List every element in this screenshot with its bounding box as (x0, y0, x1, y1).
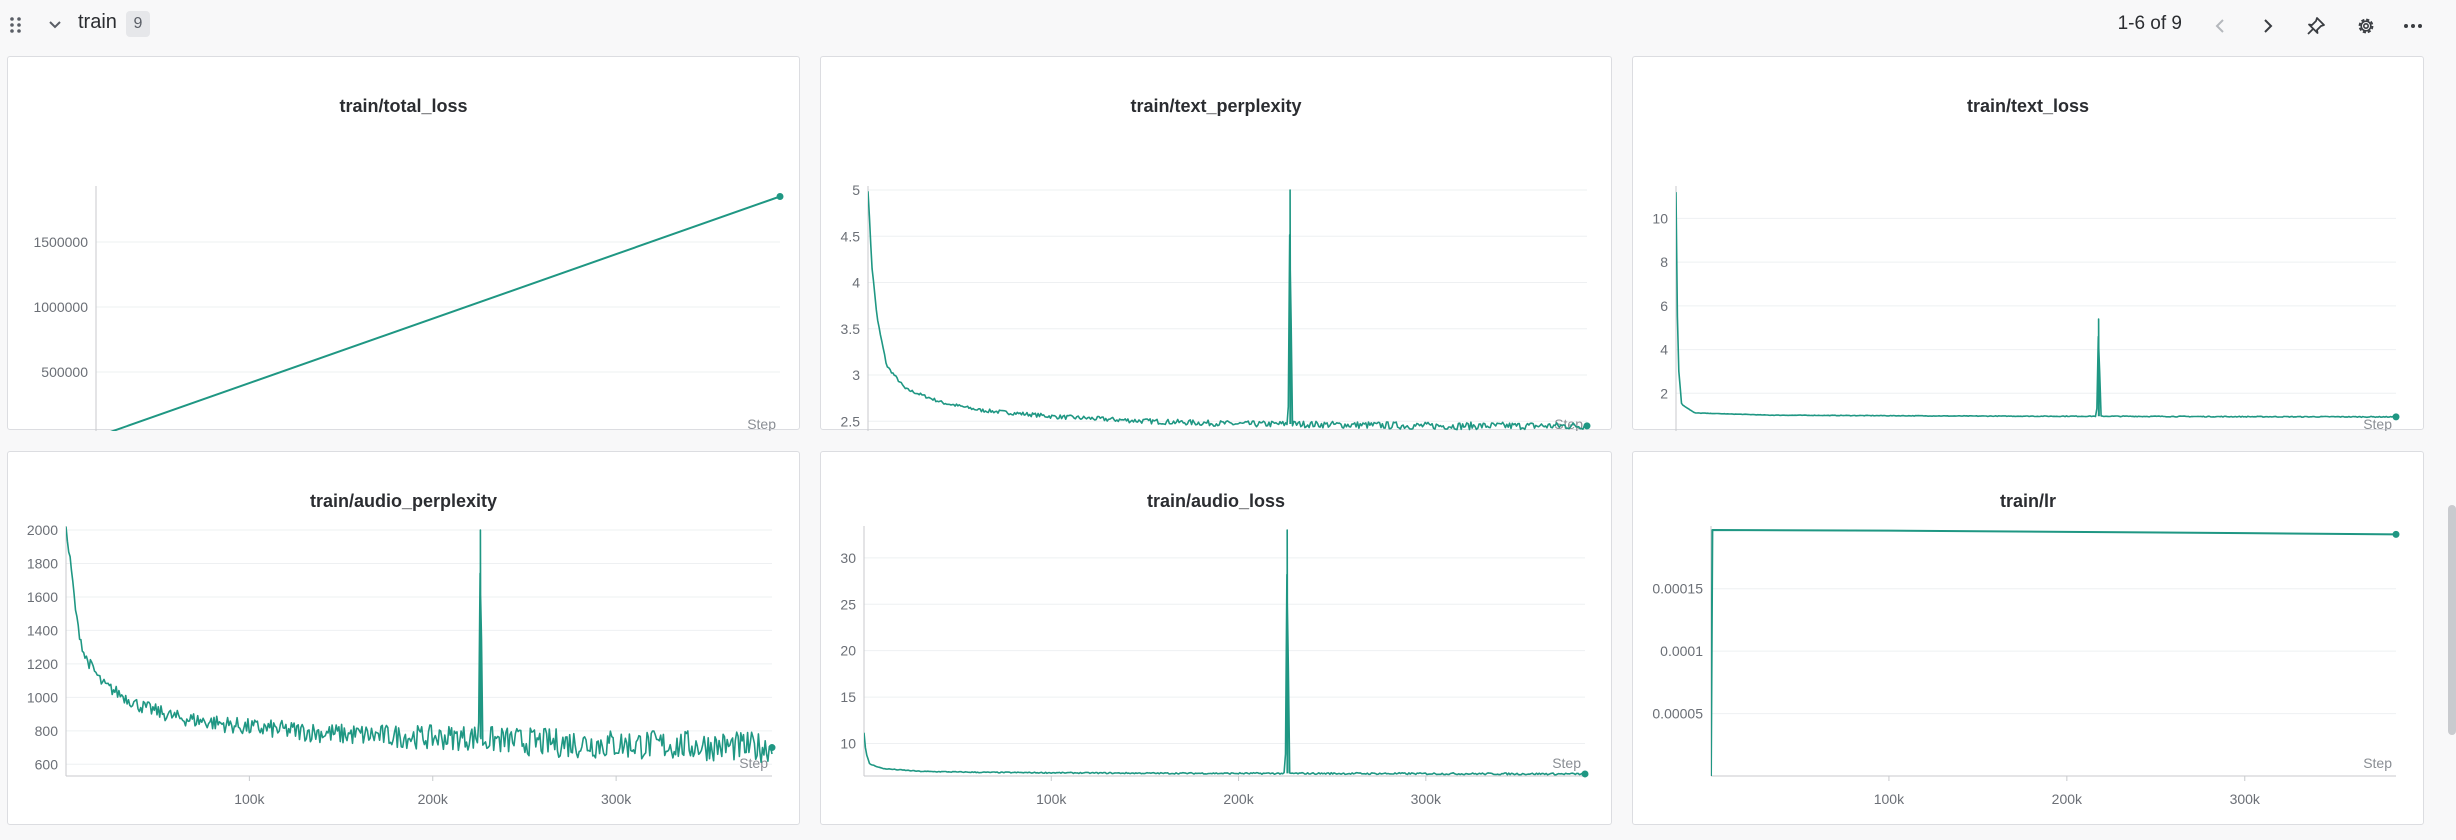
pagination-label: 1-6 of 9 (2117, 13, 2182, 34)
chart-plot-audio-loss[interactable]: 10 15 20 25 30 100k 200k 300k Step (821, 452, 1613, 826)
y-tick-label: 6 (1660, 298, 1668, 314)
chart-title: train/lr (1999, 491, 2056, 511)
more-horizontal-icon[interactable] (2399, 13, 2427, 39)
y-tick-label: 800 (35, 723, 59, 739)
x-axis-title: Step (739, 755, 768, 771)
chart-panel-text-loss[interactable]: train/text_loss246810100k200k300kStep (1632, 56, 2425, 431)
x-axis-title: Step (2363, 755, 2392, 771)
y-tick-label: 3 (852, 367, 860, 383)
y-tick-label: 600 (35, 756, 59, 772)
section-header: train 9 1-6 of 9 (0, 0, 2456, 52)
series-line (868, 189, 1588, 431)
y-tick-label: 4 (1660, 342, 1668, 358)
chevron-right-icon[interactable] (2256, 14, 2280, 38)
chart-plot-audio-perplexity[interactable]: 600 800 1000 1200 1400 1600 1800 2000 100k 200k 30… (8, 452, 801, 826)
series-line (66, 526, 773, 764)
series-end-point (768, 744, 776, 752)
x-axis-title: Step (1552, 755, 1581, 771)
y-tick-label: 15 (840, 689, 856, 705)
series-end-point (2392, 530, 2400, 538)
y-tick-label: 1500000 (33, 234, 88, 250)
y-tick-label: 1800 (27, 555, 58, 571)
chart-panel-audio-loss[interactable]: train/audio_loss 10 15 20 25 30 100k 200k 300k St… (820, 451, 1612, 825)
section-title[interactable]: train (78, 11, 117, 33)
x-tick-label: 100k (234, 791, 265, 807)
x-tick-label: 100k (1874, 791, 1905, 807)
series-end-point (2392, 413, 2400, 421)
y-tick-label: 500000 (41, 364, 88, 380)
chart-plot-text-loss[interactable]: 246810100k200k300kStep (1633, 57, 2425, 431)
y-tick-label: 1000000 (33, 299, 88, 315)
drag-handle-icon[interactable] (6, 14, 26, 36)
series-line (864, 529, 1586, 776)
x-tick-label: 200k (418, 791, 449, 807)
chart-panel-audio-perplexity[interactable]: train/audio_perplexity 600 800 1000 1200 1400… (7, 451, 800, 825)
y-tick-label: 25 (840, 596, 856, 612)
section-count-badge: 9 (126, 11, 150, 37)
series-end-point (776, 193, 784, 200)
chart-plot-text-perplexity[interactable]: 2.533.544.55100k200k300kStep (821, 57, 1613, 431)
y-tick-label: 1400 (27, 622, 58, 638)
x-tick-label: 300k (1411, 791, 1442, 807)
series-line (110, 195, 781, 431)
y-tick-label: 5 (852, 182, 860, 198)
y-tick-label: 4 (852, 275, 860, 291)
chevron-down-icon[interactable] (44, 14, 66, 36)
x-tick-label: 200k (1223, 791, 1254, 807)
chart-title: train/text_loss (1966, 96, 2090, 116)
chart-title: train/audio_loss (1146, 491, 1286, 511)
y-tick-label: 4.5 (841, 228, 861, 244)
series-line (1676, 192, 2397, 419)
chart-title: train/total_loss (339, 96, 468, 116)
x-tick-label: 300k (2230, 791, 2261, 807)
y-tick-label: 20 (840, 643, 856, 659)
chart-panel-total-loss[interactable]: train/total_loss50000010000001500000100k… (7, 56, 801, 431)
y-tick-label: 2000 (27, 522, 58, 538)
pin-icon[interactable] (2302, 13, 2330, 39)
chevron-left-icon[interactable] (2208, 14, 2232, 38)
y-tick-label: 8 (1660, 254, 1668, 270)
y-tick-label: 3.5 (841, 321, 861, 337)
x-axis-title: Step (2363, 416, 2392, 431)
series-line (1711, 529, 2397, 776)
gear-icon[interactable] (2352, 13, 2380, 39)
y-tick-label: 2.5 (841, 413, 861, 429)
y-tick-label: 30 (840, 550, 856, 566)
scrollbar[interactable] (2448, 505, 2456, 735)
y-tick-label: 0.00005 (1652, 706, 1703, 722)
chart-plot-lr[interactable]: 0.00005 0.0001 0.00015 100k 200k 300k Step (1633, 452, 2425, 826)
y-tick-label: 1200 (27, 656, 58, 672)
x-tick-label: 100k (1036, 791, 1067, 807)
y-tick-label: 0.0001 (1660, 643, 1703, 659)
y-tick-label: 1600 (27, 589, 58, 605)
y-tick-label: 10 (840, 736, 856, 752)
x-tick-label: 200k (2052, 791, 2083, 807)
chart-title: train/text_perplexity (1130, 96, 1302, 116)
y-tick-label: 2 (1660, 385, 1668, 401)
series-end-point (1583, 422, 1591, 430)
chart-panel-lr[interactable]: train/lr 0.00005 0.0001 0.00015 100k 200k 300k… (1632, 451, 2424, 825)
chart-panel-text-perplexity[interactable]: train/text_perplexity2.533.544.55100k200… (820, 56, 1613, 431)
x-tick-label: 300k (601, 791, 632, 807)
x-axis-title: Step (747, 416, 776, 431)
chart-plot-total-loss[interactable]: 50000010000001500000100k200k300kStep (8, 57, 801, 431)
y-tick-label: 0.00015 (1652, 581, 1703, 597)
y-tick-label: 10 (1652, 210, 1668, 226)
series-end-point (1581, 770, 1589, 778)
chart-title: train/audio_perplexity (309, 491, 498, 511)
y-tick-label: 1000 (27, 689, 58, 705)
